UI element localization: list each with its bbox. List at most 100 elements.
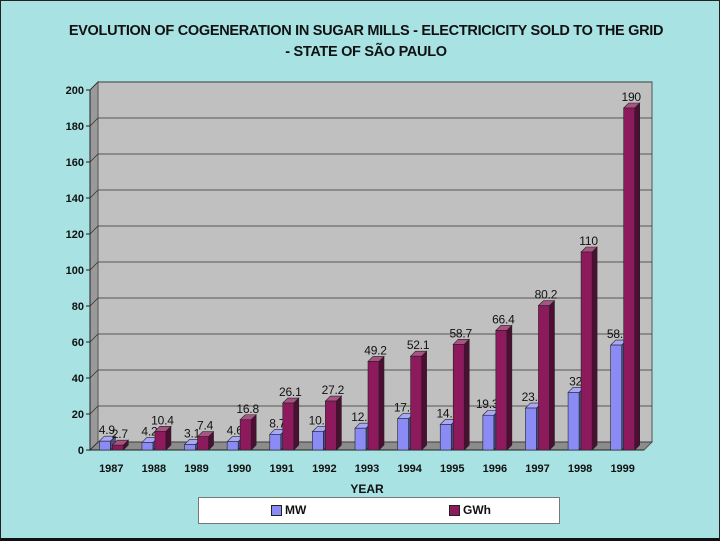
legend-swatch-gwh: [449, 504, 460, 516]
bar-mw: [99, 440, 111, 451]
bar-gwh: [538, 305, 550, 451]
y-tick-label: 100: [66, 265, 84, 277]
data-label-gwh: 49.2: [364, 343, 387, 357]
data-label-mw: 4.2: [141, 424, 158, 438]
x-axis-title: YEAR: [350, 482, 384, 496]
gridline-side: [89, 261, 99, 271]
bar-gwh-side: [463, 338, 470, 451]
data-label-gwh: 27.2: [322, 383, 345, 397]
y-tick-label: 140: [66, 193, 84, 205]
bar-mw: [482, 414, 495, 451]
data-label-gwh: 66.4: [492, 312, 515, 326]
gridline-side: [89, 81, 99, 91]
y-tick-label: 60: [72, 337, 84, 349]
bar-gwh: [623, 107, 635, 451]
legend-item-mw: MW: [271, 503, 306, 517]
bar-gwh: [112, 444, 124, 451]
bar-mw: [567, 392, 580, 451]
gridline-side: [89, 153, 99, 163]
y-tick-label: 160: [66, 157, 84, 169]
bar-gwh: [410, 355, 422, 451]
bar-gwh: [580, 251, 593, 451]
bar-mw: [525, 407, 537, 451]
bar-mw: [141, 442, 154, 451]
bar-gwh: [239, 419, 252, 451]
gridline-side: [89, 225, 99, 235]
x-tick-label: 1994: [397, 463, 422, 475]
data-label-gwh: 2.7: [112, 427, 129, 441]
bar-mw: [226, 441, 239, 451]
bar-gwh: [367, 361, 380, 451]
x-tick-label: 1992: [312, 463, 336, 475]
bar-gwh: [495, 330, 508, 451]
bar-gwh-side: [421, 350, 427, 451]
gridline-side: [89, 369, 99, 379]
x-tick-label: 1990: [227, 463, 251, 475]
y-tick-label: 80: [72, 301, 84, 313]
data-label-gwh: 80.2: [535, 288, 558, 302]
data-label-mw: 4.6: [227, 424, 244, 438]
bar-gwh-side: [378, 355, 385, 451]
data-label-mw: 32: [569, 374, 582, 388]
x-tick-label: 1987: [99, 463, 123, 475]
bar-mw: [610, 344, 622, 451]
gridline-side: [89, 189, 99, 199]
x-tick-label: 1989: [184, 463, 208, 475]
y-tick-label: 20: [72, 409, 84, 421]
data-label-mw: 8.7: [269, 416, 286, 430]
chart-title-line-1: EVOLUTION OF COGENERATION IN SUGAR MILLS…: [68, 23, 664, 39]
x-tick-label: 1995: [440, 463, 464, 475]
legend-label-gwh: GWh: [463, 503, 491, 517]
data-label-gwh: 52.1: [407, 338, 430, 352]
bar-gwh-side: [549, 299, 555, 451]
y-tick-label: 40: [72, 373, 84, 385]
data-label-gwh: 7.4: [197, 419, 214, 433]
x-tick-label: 1997: [525, 463, 549, 475]
data-label-gwh: 10.4: [151, 413, 174, 427]
bar-gwh-side: [591, 246, 598, 451]
x-tick-label: 1996: [483, 463, 507, 475]
x-tick-label: 1991: [270, 463, 294, 475]
x-tick-label: 1999: [610, 463, 634, 475]
data-label-gwh: 26.1: [279, 385, 302, 399]
bar-mw: [269, 434, 282, 451]
bar-gwh-side: [293, 397, 300, 451]
gridline-side: [89, 441, 99, 451]
x-tick-label: 1993: [355, 463, 379, 475]
data-label-gwh: 58.7: [449, 326, 472, 340]
bar-gwh-side: [250, 414, 257, 451]
gridline-side: [89, 117, 99, 127]
bar-gwh-side: [336, 395, 342, 451]
bar-gwh: [325, 400, 337, 451]
x-tick-label: 1988: [142, 463, 166, 475]
bar-mw: [184, 444, 196, 451]
bar-gwh: [282, 402, 295, 451]
bar-gwh: [452, 344, 465, 451]
legend-label-mw: MW: [285, 503, 307, 517]
gridline-side: [89, 405, 99, 415]
bar-gwh: [197, 436, 209, 451]
bar-mw: [397, 418, 409, 451]
legend-item-gwh: GWh: [449, 503, 491, 517]
legend-swatch-mw: [271, 504, 282, 516]
chart-title-line-2: - STATE OF SÃO PAULO: [285, 44, 447, 60]
data-label-mw: 4.9: [99, 423, 116, 437]
bar-gwh: [154, 430, 167, 451]
data-label-mw: 3.1: [184, 426, 201, 440]
bar-gwh-side: [506, 324, 513, 451]
gridline-side: [89, 297, 99, 307]
gridline-side: [89, 333, 99, 343]
bar-mw: [439, 424, 452, 451]
data-label-gwh: 110: [579, 234, 598, 248]
bar-mw: [354, 427, 367, 451]
y-tick-label: 0: [78, 445, 84, 457]
y-tick-label: 180: [66, 121, 84, 133]
legend: MW GWh: [198, 497, 560, 524]
bar-mw: [312, 431, 324, 451]
x-tick-label: 1998: [568, 463, 592, 475]
y-tick-label: 120: [66, 229, 84, 241]
data-label-gwh: 190: [621, 90, 641, 104]
chart-title: EVOLUTION OF COGENERATION IN SUGAR MILLS…: [61, 21, 671, 63]
y-tick-label: 200: [66, 85, 84, 97]
